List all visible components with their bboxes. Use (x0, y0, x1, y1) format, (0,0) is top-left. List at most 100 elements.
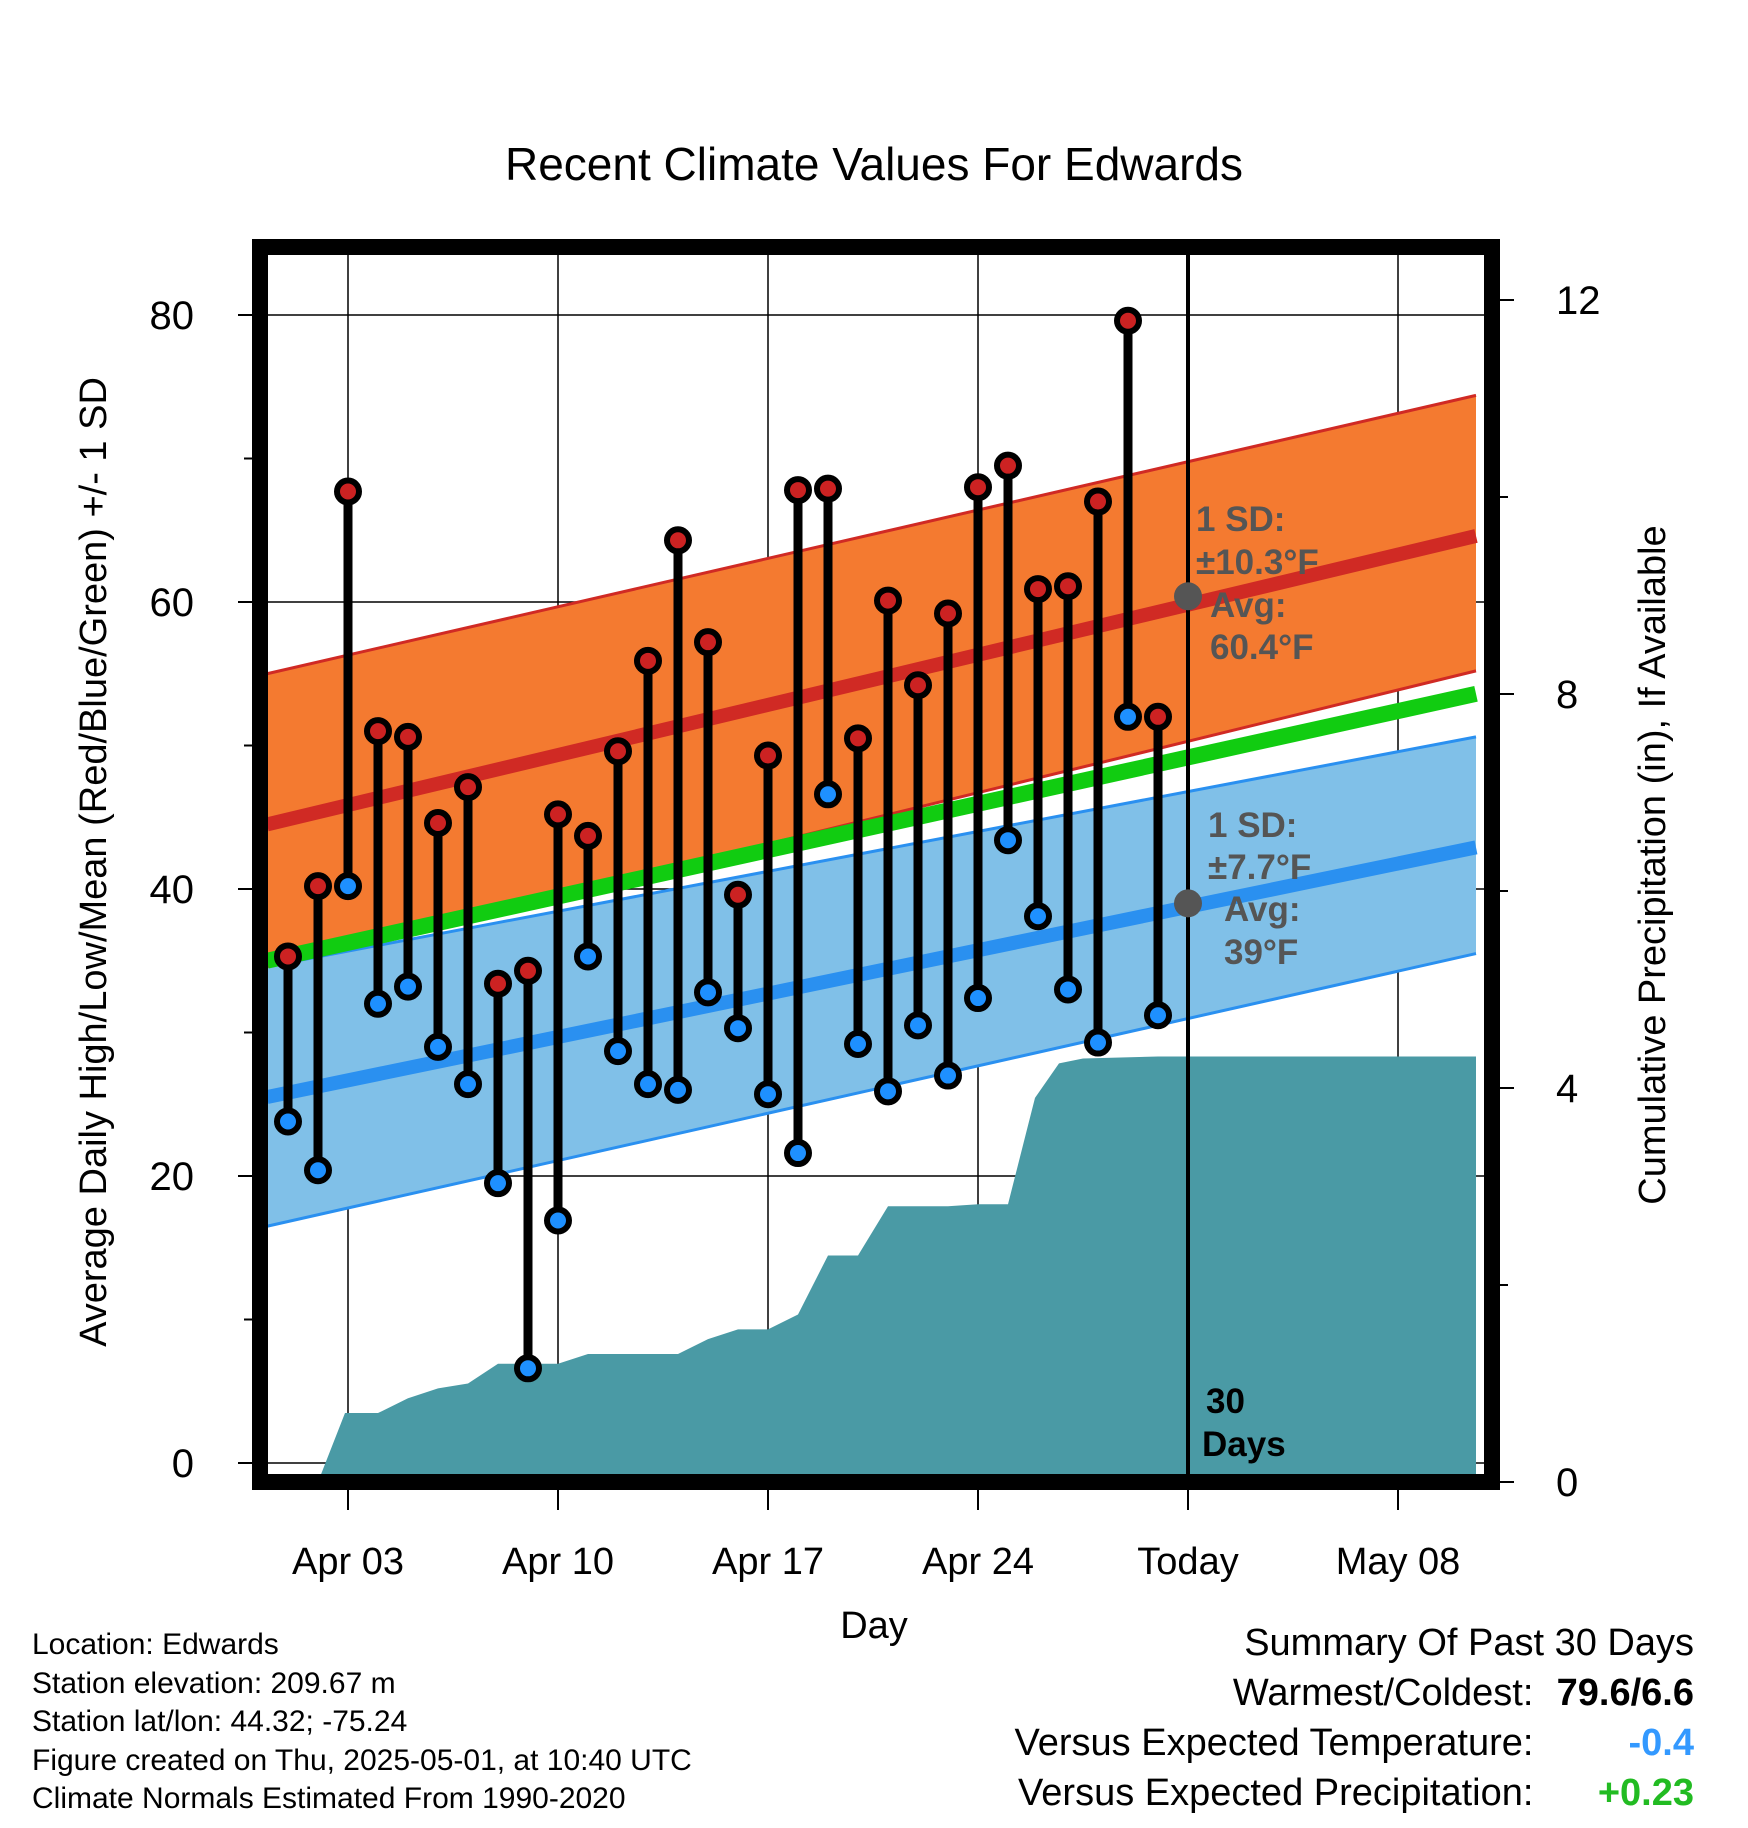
low-temp-point (544, 1206, 572, 1235)
low-temp-point (1024, 902, 1052, 931)
y-tick-label-right: 12 (1556, 279, 1601, 323)
y-axis-label-left: Average Daily High/Low/Mean (Red/Blue/Gr… (73, 377, 115, 1347)
low-temp-point (1084, 1028, 1112, 1057)
days-word-label: Days (1202, 1425, 1286, 1464)
high-temp-point (1054, 572, 1082, 601)
high-sd-band-upper-edge (266, 393, 1477, 676)
high-temp-point (544, 800, 572, 829)
low-temp-point (1054, 975, 1082, 1004)
low-sd-band-lower-edge (266, 952, 1477, 1228)
days-count-label: 30 (1206, 1382, 1245, 1421)
high-sd-value: ±10.3°F (1196, 543, 1319, 582)
summary-panel: Summary Of Past 30 Days Warmest/Coldest:… (1015, 1618, 1694, 1818)
x-tick-label: Apr 10 (502, 1541, 614, 1583)
warmest-value: 79.6/6.6 (1556, 1672, 1694, 1714)
high-temp-point (574, 821, 602, 850)
x-tick-label: May 08 (1336, 1541, 1461, 1583)
high-temp-point (754, 741, 782, 770)
temp-row: Versus Expected Temperature: -0.4 (1015, 1718, 1694, 1768)
high-temp-point (664, 526, 692, 555)
low-temp-point (874, 1077, 902, 1106)
normal-bands (265, 393, 1478, 1228)
x-axis-label: Day (840, 1605, 908, 1647)
high-temp-point (964, 473, 992, 502)
high-temp-point (1024, 575, 1052, 604)
low-temp-point (364, 989, 392, 1018)
low-temp-point (394, 972, 422, 1001)
location-text: Location: Edwards (32, 1628, 279, 1661)
y-tick-label-left: 0 (172, 1442, 194, 1486)
low-temp-point (484, 1169, 512, 1198)
high-temp-point (454, 773, 482, 802)
high-temp-point (1084, 487, 1112, 516)
low-temp-point (454, 1070, 482, 1099)
low-temp-point (274, 1107, 302, 1136)
low-temp-point (814, 780, 842, 809)
low-temp-point (634, 1070, 662, 1099)
low-temp-point (784, 1139, 812, 1168)
axes: Apr 03 Apr 10 Apr 17 Apr 24 Today May 0802040… (150, 279, 1601, 1583)
low-temp-point (754, 1080, 782, 1109)
summary-title: Summary Of Past 30 Days (1244, 1622, 1694, 1664)
low-temp-point (1144, 1001, 1172, 1030)
low-temp-point (724, 1014, 752, 1043)
low-avg-marker (1174, 889, 1202, 918)
y-tick-label-left: 40 (150, 868, 195, 912)
low-temp-point (994, 826, 1022, 855)
latlon-text: Station lat/lon: 44.32; -75.24 (32, 1705, 408, 1738)
low-sd-label: 1 SD: (1208, 806, 1297, 845)
high-temp-point (1144, 702, 1172, 731)
high-temp-point (904, 671, 932, 700)
low-temp-point (334, 872, 362, 901)
low-temp-point (964, 984, 992, 1013)
high-temp-point (934, 599, 962, 628)
high-avg-value: 60.4°F (1210, 628, 1314, 667)
temp-value: -0.4 (1628, 1722, 1694, 1764)
low-avg-label: Avg: (1224, 890, 1300, 929)
elevation-text: Station elevation: 209.67 m (32, 1666, 396, 1700)
high-temp-point (364, 717, 392, 746)
low-sd-band (267, 736, 1476, 1227)
low-temp-point (514, 1354, 542, 1383)
high-temp-point (334, 477, 362, 506)
precip-value: +0.23 (1597, 1772, 1694, 1814)
low-temp-point (574, 942, 602, 971)
precipitation-area (288, 1056, 1476, 1482)
high-temp-point (814, 474, 842, 503)
y-tick-label-right: 4 (1556, 1067, 1578, 1111)
chart-title: Recent Climate Values For Edwards (505, 138, 1243, 190)
station-info: Location: Edwards Station elevation: 209… (32, 1626, 692, 1819)
high-avg-label: Avg: (1210, 586, 1286, 625)
plot-frame (252, 239, 1500, 1490)
high-temp-point (844, 724, 872, 753)
y-tick-label-left: 20 (150, 1155, 195, 1199)
high-temp-point (484, 969, 512, 998)
high-temp-point (634, 646, 662, 675)
low-temp-point (694, 978, 722, 1007)
high-temp-point (994, 451, 1022, 480)
y-axis-label-right: Cumulative Precipitation (in), If Availa… (1632, 525, 1674, 1204)
x-tick-label: Apr 03 (292, 1541, 404, 1583)
high-avg-marker (1174, 582, 1202, 611)
low-temp-point (844, 1029, 872, 1058)
warmest-label: Warmest/Coldest: (1232, 1672, 1534, 1714)
low-avg-value: 39°F (1224, 933, 1298, 972)
precip-row: Versus Expected Precipitation: +0.23 (1015, 1768, 1694, 1818)
y-tick-label-right: 0 (1556, 1461, 1578, 1505)
low-temp-point (604, 1037, 632, 1066)
high-temp-point (274, 942, 302, 971)
x-tick-label: Apr 17 (712, 1541, 824, 1583)
x-tick-label: Apr 24 (922, 1541, 1034, 1583)
high-temp-point (784, 476, 812, 505)
low-sd-value: ±7.7°F (1208, 848, 1311, 887)
high-temp-point (874, 586, 902, 615)
high-temp-point (514, 956, 542, 985)
low-temp-point (934, 1061, 962, 1090)
temp-label: Versus Expected Temperature: (1014, 1722, 1534, 1764)
precip-area (288, 1056, 1476, 1482)
low-temp-point (904, 1011, 932, 1040)
x-tick-label: Today (1137, 1541, 1238, 1583)
low-temp-point (424, 1032, 452, 1061)
